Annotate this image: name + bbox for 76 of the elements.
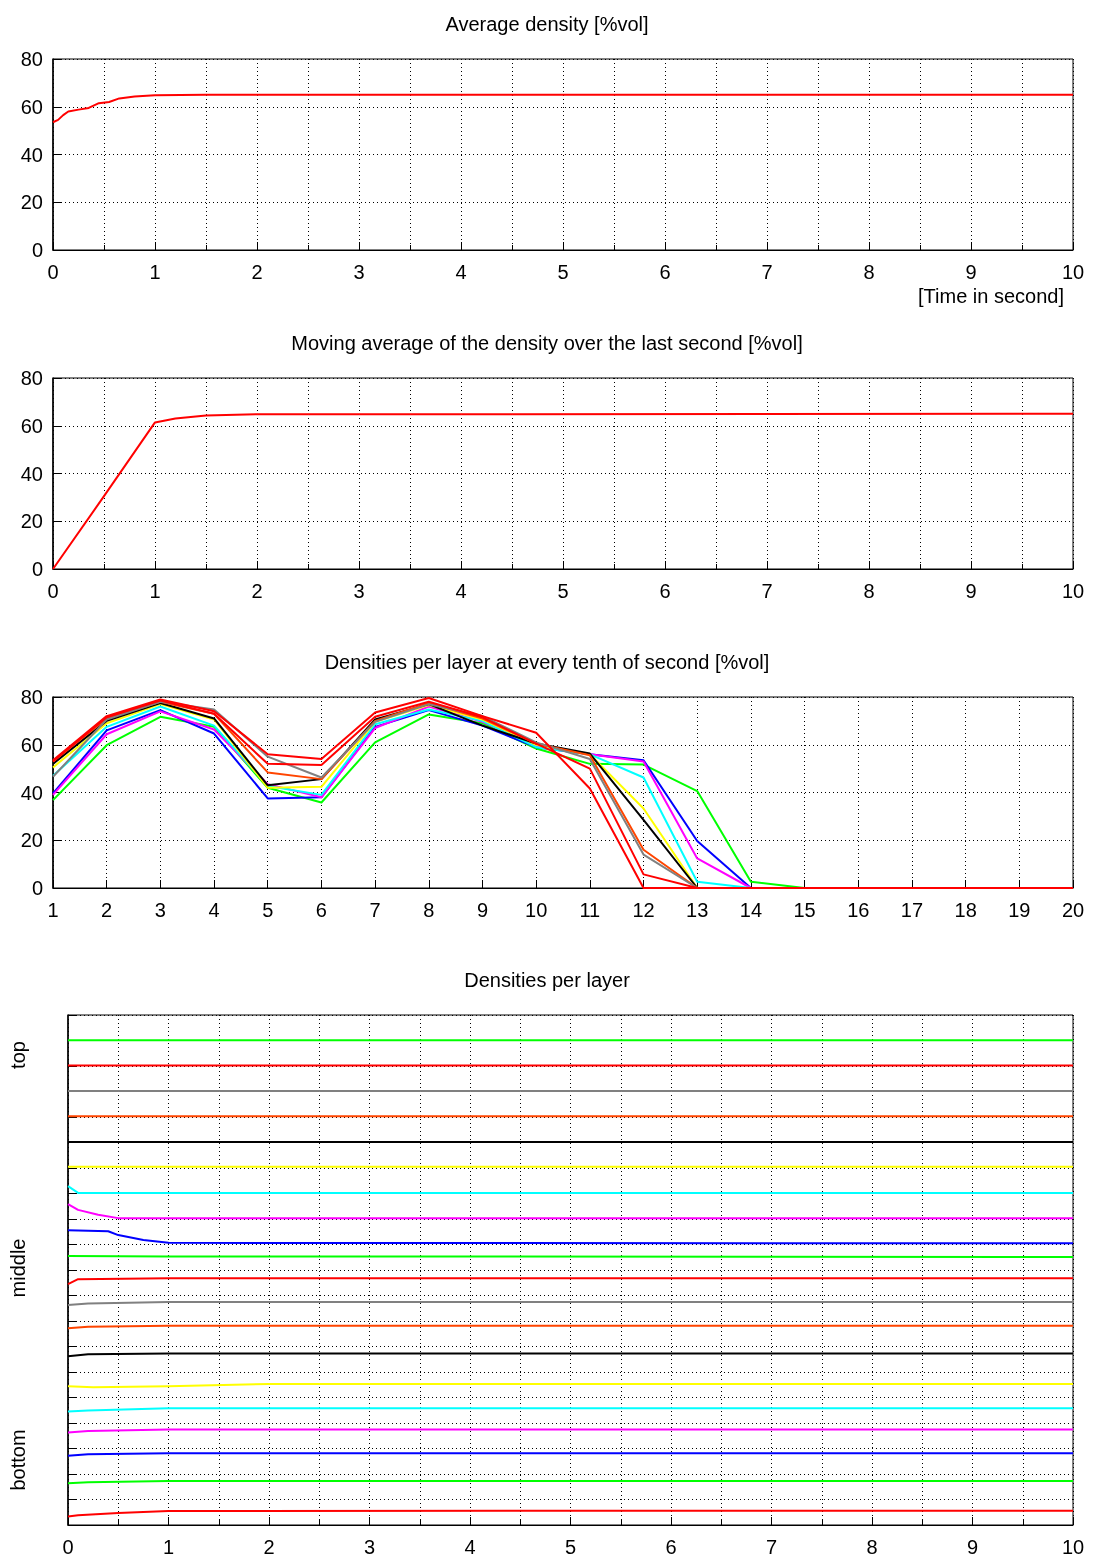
x-tick-label: 11	[579, 899, 601, 921]
x-tick-label: 9	[476, 899, 489, 921]
y-tick-label: 20	[20, 510, 43, 533]
x-tick-label: 8	[423, 899, 435, 921]
y-tick-label: 80	[20, 367, 43, 389]
x-axis-title: [Time in second]	[918, 285, 1065, 307]
x-tick-label: 1	[162, 1536, 175, 1558]
x-tick-label: 1	[149, 580, 161, 602]
x-tick-label: 6	[665, 1536, 677, 1558]
x-tick-label: 4	[464, 1536, 476, 1558]
x-tick-label: 3	[363, 1536, 376, 1558]
x-tick-label: 8	[863, 580, 875, 602]
x-tick-label: 19	[1008, 899, 1031, 921]
y-tick-label: 40	[20, 462, 43, 485]
x-tick-label: 5	[262, 899, 274, 921]
x-tick-label: 6	[315, 899, 327, 921]
x-tick-label: 7	[761, 580, 773, 602]
y-tick-label: 40	[20, 143, 43, 166]
x-tick-label: 9	[965, 580, 977, 602]
x-tick-label: 16	[847, 899, 870, 921]
x-tick-label: 5	[557, 261, 569, 283]
x-tick-label: 12	[632, 899, 655, 921]
x-tick-label: 18	[954, 899, 977, 921]
x-tick-label: 10	[1061, 1536, 1085, 1558]
chart-title: Moving average of the density over the last second [%vol]	[291, 332, 803, 354]
y-tick-label: 40	[20, 781, 43, 804]
chart-title: Densities per layer at every tenth of second [%vol]	[324, 651, 770, 673]
x-tick-label: 13	[686, 899, 709, 921]
x-tick-label: 17	[900, 899, 924, 921]
x-tick-label: 7	[765, 1536, 778, 1558]
x-tick-label: 1	[47, 899, 59, 921]
x-tick-label: 3	[353, 580, 365, 602]
x-tick-label: 3	[353, 261, 365, 283]
y-tick-label: 60	[20, 733, 43, 756]
text: bottom	[7, 1429, 29, 1491]
x-tick-label: 10	[525, 899, 548, 921]
y-tick-label: 60	[20, 414, 43, 437]
x-tick-label: 2	[101, 899, 113, 921]
chart-title: Average density [%vol]	[445, 13, 649, 35]
y-tick-label: 0	[31, 239, 43, 261]
x-tick-label: 7	[369, 899, 381, 921]
x-tick-label: 10	[1061, 580, 1085, 602]
x-tick-label: 2	[263, 1536, 275, 1558]
x-tick-label: 2	[251, 261, 263, 283]
y-tick-label: 20	[20, 191, 43, 214]
y-tick-label: 0	[31, 877, 43, 899]
x-tick-label: 3	[154, 899, 166, 921]
x-tick-label: 15	[793, 899, 816, 921]
x-tick-label: 8	[866, 1536, 878, 1558]
x-tick-label: 0	[47, 261, 59, 283]
x-tick-label: 5	[564, 1536, 577, 1558]
x-tick-label: 9	[965, 261, 977, 283]
chart-title: Densities per layer	[464, 969, 631, 991]
x-tick-label: 4	[208, 899, 220, 921]
x-tick-label: 4	[455, 580, 467, 602]
x-tick-label: 14	[739, 899, 763, 921]
y-tick-label: 0	[31, 558, 43, 580]
y-tick-label: 80	[20, 48, 43, 70]
x-tick-label: 1	[149, 261, 161, 283]
x-tick-label: 2	[251, 580, 263, 602]
x-tick-label: 20	[1061, 899, 1085, 921]
x-tick-label: 9	[966, 1536, 979, 1558]
x-tick-label: 0	[62, 1536, 74, 1558]
x-tick-label: 0	[47, 580, 59, 602]
x-tick-label: 5	[557, 580, 569, 602]
text: top	[7, 1041, 29, 1069]
y-tick-label: 80	[20, 686, 43, 708]
x-tick-label: 8	[863, 261, 875, 283]
x-tick-label: 4	[455, 261, 467, 283]
y-tick-label: 60	[20, 95, 43, 118]
x-tick-label: 6	[659, 580, 671, 602]
y-tick-label: 20	[20, 829, 43, 852]
x-tick-label: 7	[761, 261, 773, 283]
text: middle	[7, 1238, 29, 1298]
x-tick-label: 6	[659, 261, 671, 283]
x-tick-label: 10	[1061, 261, 1085, 283]
